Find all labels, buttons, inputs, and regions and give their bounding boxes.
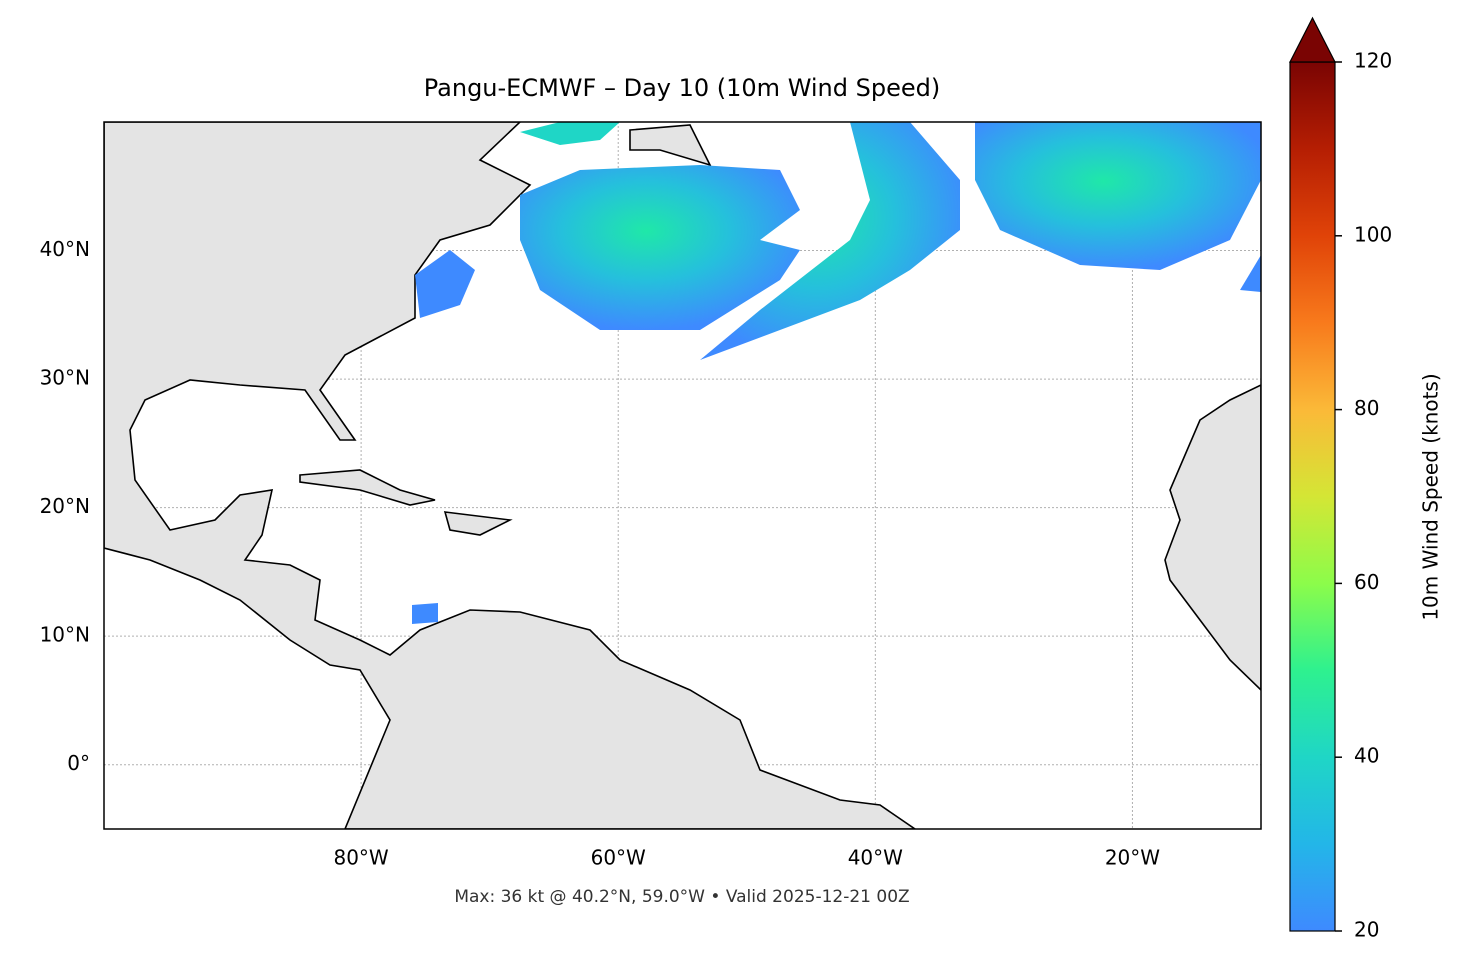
x-tick-label: 80°W [333, 846, 388, 870]
map-area [103, 121, 1262, 830]
americas [104, 122, 917, 829]
cuba [299, 469, 436, 506]
wind-area [520, 122, 620, 145]
wind-area [415, 250, 475, 318]
wind-area [520, 165, 800, 330]
colorbar-label: 10m Wind Speed (knots) [1419, 373, 1443, 620]
map-title: Pangu-ECMWF – Day 10 (10m Wind Speed) [424, 74, 940, 102]
newfoundland [629, 124, 712, 167]
colorbar-extension [1289, 16, 1336, 63]
y-tick-label: 20°N [40, 494, 90, 518]
wind-area [700, 122, 960, 360]
colorbar-tick-label: 40 [1354, 744, 1379, 768]
colorbar-tick-label: 100 [1354, 222, 1392, 246]
annotation: Max: 36 kt @ 40.2°N, 59.0°W • Valid 2025… [454, 887, 909, 907]
wind-area [1240, 255, 1261, 292]
y-tick-label: 0° [67, 751, 90, 775]
plot-frame [103, 121, 1262, 830]
x-tick-label: 60°W [591, 846, 646, 870]
y-tick-label: 10°N [40, 623, 90, 647]
x-tick-label: 40°W [848, 846, 903, 870]
y-tick-label: 30°N [40, 366, 90, 390]
wind-field [412, 122, 1261, 624]
colorbar-tick-label: 60 [1354, 570, 1379, 594]
y-tick-label: 40°N [40, 237, 90, 261]
colorbar-tick-label: 20 [1354, 918, 1379, 942]
africa [1164, 384, 1261, 692]
x-tick-label: 20°W [1105, 846, 1160, 870]
colorbar: 10m Wind Speed (knots) 20 40 60 80 100 120 [1289, 16, 1443, 942]
colorbar-tick-label: 120 [1354, 49, 1392, 73]
wind-area [975, 122, 1261, 270]
colorbar-ramp [1289, 61, 1336, 932]
wind-area [412, 603, 438, 624]
land [104, 122, 1261, 829]
hispaniola [443, 511, 513, 536]
colorbar-tick-label: 80 [1354, 396, 1379, 420]
